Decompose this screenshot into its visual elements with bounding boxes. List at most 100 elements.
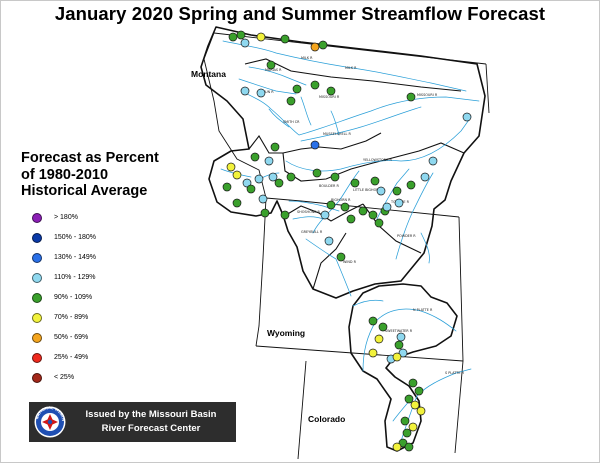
river-labels: MILK R MILK R MISSOURI R SUN R MISSOURI … [263, 56, 465, 375]
forecast-point-marker [228, 32, 238, 42]
legend-label: < 25% [54, 374, 75, 381]
legend-swatch [32, 293, 42, 303]
river-label: MUSSELSHELL R [323, 132, 351, 136]
credit-text: Issued by the Missouri Basin River Forec… [67, 408, 235, 436]
river-musselshell [300, 106, 422, 142]
forecast-point-marker [256, 32, 266, 42]
forecast-point-marker [336, 252, 346, 262]
legend-label: > 180% [54, 214, 78, 221]
nws-logo-icon: NATIONAL WEATHER SERVICE [33, 404, 66, 438]
divide-wind [312, 232, 347, 290]
legend-swatch [32, 213, 42, 223]
river-label: SHOSHONE R [297, 210, 320, 214]
forecast-point-marker [392, 186, 402, 196]
river-cheyenne [420, 232, 430, 264]
river-sweetwater [352, 299, 384, 307]
forecast-point-marker [232, 198, 242, 208]
legend-swatch [32, 233, 42, 243]
divide-upper-missouri [248, 132, 382, 154]
forecast-point-marker [254, 174, 264, 184]
forecast-point-marker [340, 202, 350, 212]
forecast-point-marker [374, 334, 384, 344]
forecast-point-marker [350, 178, 360, 188]
forecast-point-marker [374, 218, 384, 228]
river-label: GREYBULL R [301, 230, 323, 234]
legend-swatch [32, 273, 42, 283]
legend-swatch [32, 333, 42, 343]
forecast-point-marker [280, 34, 290, 44]
legend-title-line: Forecast as Percent [21, 150, 159, 166]
forecast-point-marker [330, 172, 340, 182]
legend-label: 150% - 180% [54, 234, 97, 241]
forecast-point-marker [414, 386, 424, 396]
forecast-points [222, 30, 472, 452]
river-label: LITTLE BIGHORN R [353, 188, 385, 192]
border-colorado-west [297, 360, 307, 460]
legend-title-line: Historical Average [21, 183, 148, 199]
legend-title: Forecast as Percent of 1980-2010 Histori… [21, 150, 191, 200]
forecast-point-marker [310, 80, 320, 90]
river-label: WIND R [343, 260, 357, 264]
forecast-point-marker [398, 438, 408, 448]
forecast-point-marker [406, 92, 416, 102]
forecast-point-marker [246, 184, 256, 194]
basin-outline [200, 26, 486, 299]
forecast-point-marker [368, 316, 378, 326]
forecast-point-marker [258, 194, 268, 204]
forecast-point-marker [358, 206, 368, 216]
legend-label: 130% - 149% [54, 254, 97, 261]
forecast-point-marker [240, 86, 250, 96]
river-powder [395, 172, 434, 260]
divide-milk [244, 58, 462, 92]
map-title: January 2020 Spring and Summer Streamflo… [54, 3, 546, 24]
border-wyoming-west [255, 197, 267, 347]
forecast-point-marker [370, 176, 380, 186]
forecast-point-marker [406, 180, 416, 190]
forecast-point-marker [260, 208, 270, 218]
river-label: POWDER R [397, 234, 416, 238]
forecast-point-marker [250, 152, 260, 162]
river-label: SUN R [263, 90, 274, 94]
forecast-point-marker [274, 178, 284, 188]
border-montana-wyoming [265, 197, 460, 218]
forecast-point-marker [236, 30, 246, 40]
forecast-point-marker [428, 156, 438, 166]
forecast-point-marker [398, 348, 408, 358]
river-label: SWEETWATER R [385, 329, 413, 333]
state-label-wyoming: Wyoming [267, 328, 305, 338]
forecast-point-marker [310, 42, 320, 52]
credit-line-1: Issued by the Missouri Basin [85, 409, 217, 420]
forecast-point-marker [280, 210, 290, 220]
forecast-point-marker [240, 38, 250, 48]
forecast-point-marker [368, 348, 378, 358]
border-east-divider [454, 216, 464, 454]
legend-title-line: of 1980-2010 [21, 166, 109, 183]
river-label: BOULDER R [319, 184, 339, 188]
forecast-point-marker [286, 172, 296, 182]
forecast-point-marker [420, 172, 430, 182]
river-n-platte [362, 308, 457, 372]
river-greybull [292, 216, 324, 220]
forecast-point-marker [326, 200, 336, 210]
river-milk [222, 40, 467, 92]
legend-swatch [32, 313, 42, 323]
forecast-point-marker [222, 182, 232, 192]
river-label: N PLATTE R [413, 308, 433, 312]
forecast-point-marker [324, 236, 334, 246]
forecast-point-marker [404, 442, 414, 452]
legend-label: 90% - 109% [54, 294, 93, 301]
forecast-point-marker [264, 156, 274, 166]
river-shoshone [288, 200, 340, 212]
river-mt-trib-3 [330, 110, 340, 136]
border-montana-east [485, 63, 490, 114]
river-s-platte [400, 368, 472, 442]
forecast-point-marker [346, 214, 356, 224]
river-sun [238, 78, 297, 95]
basin-outline-platte [348, 283, 458, 452]
forecast-point-marker [270, 142, 280, 152]
forecast-point-marker [416, 406, 426, 416]
river-marias [248, 66, 307, 86]
river-label: BIGHORN R [331, 198, 351, 202]
